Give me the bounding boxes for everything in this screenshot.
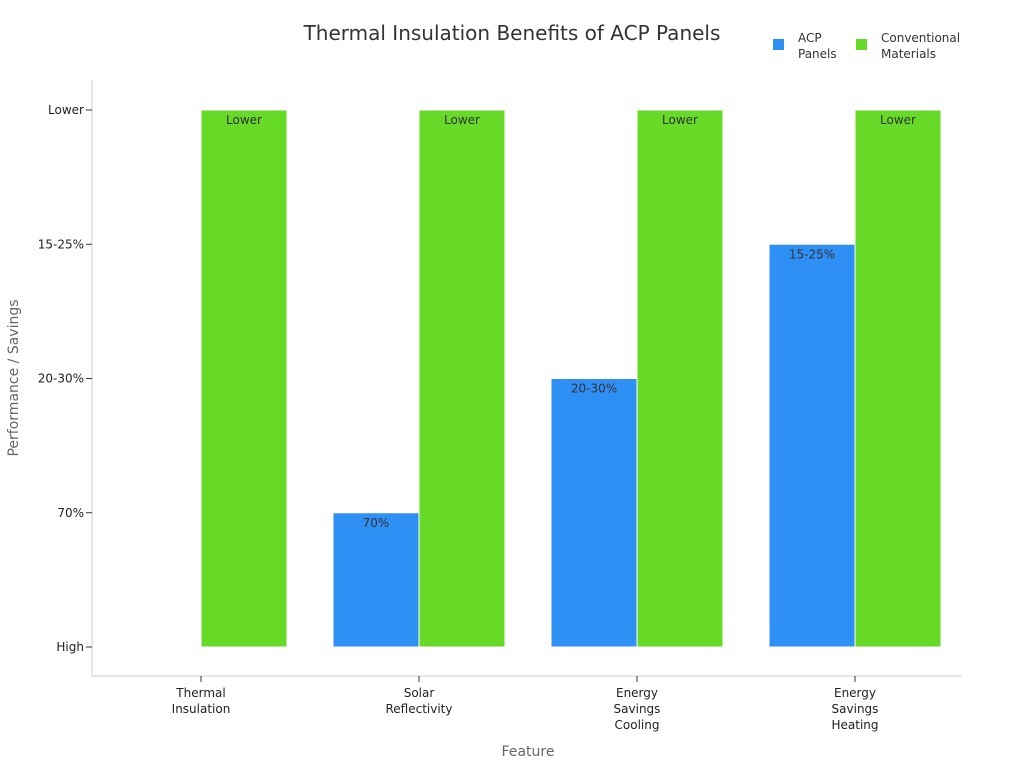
bar-conventional [200,109,288,648]
bar-acp [332,512,420,648]
x-tick-label: Thermal Insulation [172,686,231,716]
legend-label: Conventional Materials [881,31,960,61]
bar-conventional [636,109,724,648]
x-tick-label: Solar Reflectivity [385,686,452,716]
bar-data-label: Lower [226,113,262,127]
legend-label: ACP Panels [798,31,837,61]
legend: ACP Panels Conventional Materials [773,31,960,61]
x-tick-label: Energy Savings Cooling [614,686,661,732]
bar-acp [550,378,638,648]
bar-conventional [854,109,942,648]
chart-title: Thermal Insulation Benefits of ACP Panel… [303,21,721,45]
bar-data-label: Lower [880,113,916,127]
y-tick-label: 70% [57,506,84,520]
legend-swatch [773,39,784,50]
bar-data-label: 15-25% [789,247,835,261]
bar-conventional [418,109,506,648]
bar-data-label: 70% [363,516,390,530]
x-tick-label: Energy Savings Heating [831,686,878,732]
bar-data-label: Lower [662,113,698,127]
bar-acp [768,243,856,648]
bar-data-label: 20-30% [571,382,617,396]
bars: Lower 70% Lower 20-30% Lower 15-25% Lower [200,109,942,648]
y-tick-label: 20-30% [38,372,84,386]
legend-swatch [856,39,867,50]
y-tick-label: High [56,640,84,654]
y-axis-label: Performance / Savings [6,299,22,456]
y-tick-label: Lower [48,103,84,117]
axes: High 70% 20-30% 15-25% Lower Thermal Insulatio… [38,80,962,732]
x-axis-label: Feature [502,744,555,760]
y-tick-label: 15-25% [38,237,84,251]
bar-data-label: Lower [444,113,480,127]
